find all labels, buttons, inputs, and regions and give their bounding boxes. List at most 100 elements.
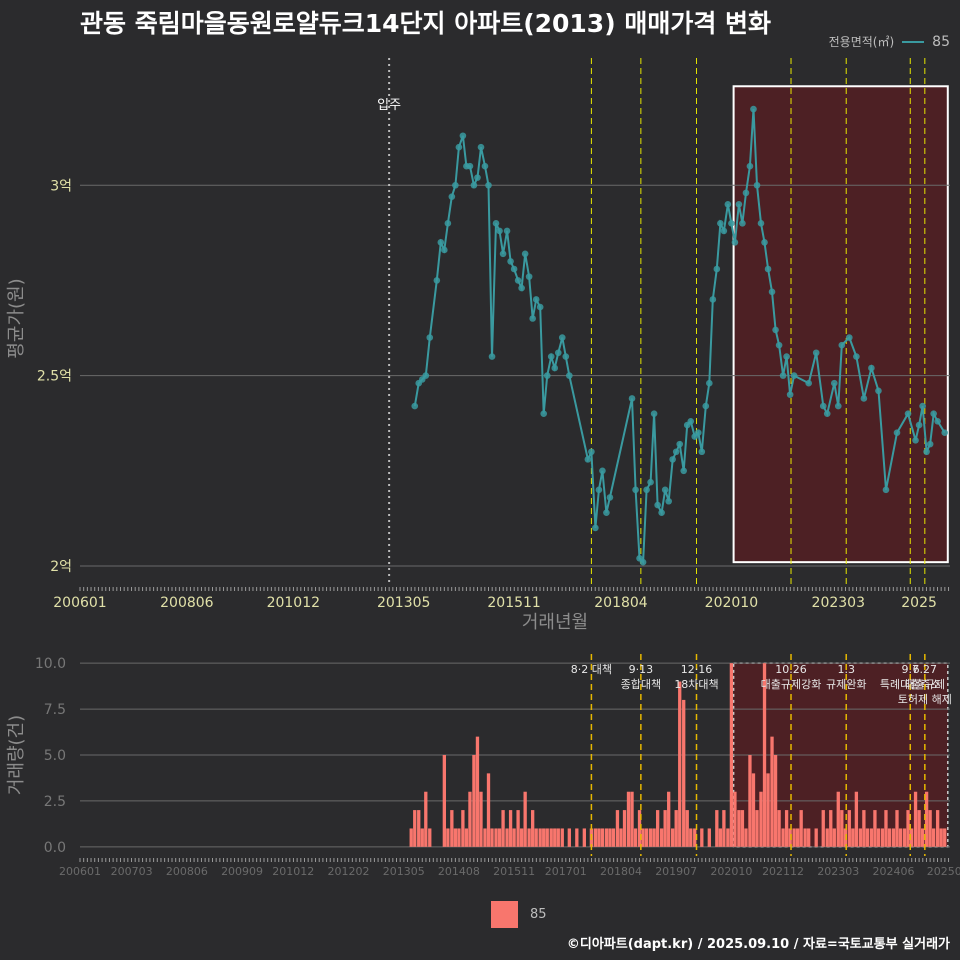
price-point: [893, 429, 901, 437]
x-tick-label: 201305: [377, 595, 430, 611]
price-point: [426, 334, 434, 341]
volume-bar: [689, 828, 693, 847]
x-tick-label: 201511: [493, 865, 535, 878]
volume-bar: [932, 828, 936, 847]
volume-bar: [468, 791, 472, 847]
price-point: [441, 246, 448, 254]
volume-bar: [655, 810, 660, 847]
price-point: [728, 220, 735, 227]
price-point: [709, 296, 717, 303]
price-point: [444, 220, 452, 227]
price-point: [470, 181, 478, 189]
price-point: [742, 189, 750, 197]
price-point: [437, 239, 445, 246]
volume-bar: [472, 755, 476, 847]
price-point: [904, 410, 912, 417]
price-point: [757, 220, 765, 227]
price-point: [599, 467, 606, 475]
volume-bar: [943, 828, 947, 847]
x-tick-label: 200806: [160, 595, 214, 611]
price-point: [525, 273, 533, 280]
bar-legend-label: 85: [530, 907, 547, 922]
volume-bar: [873, 810, 877, 847]
volume-bar: [865, 828, 870, 847]
volume-bar: [700, 828, 704, 847]
price-point: [717, 220, 724, 227]
volume-bar: [674, 810, 678, 847]
price-point: [499, 250, 507, 258]
volume-bar: [895, 810, 899, 847]
price-point: [647, 478, 654, 486]
legend-label: 85: [932, 33, 950, 50]
volume-bar: [748, 755, 752, 847]
event-label: 9.7: [902, 663, 920, 676]
volume-bar: [534, 828, 538, 847]
x-tick-label: 201701: [545, 865, 587, 878]
volume-bar: [490, 828, 494, 847]
event-label: 6.27: [913, 663, 938, 676]
price-point: [934, 417, 941, 425]
price-point: [786, 391, 794, 398]
price-point: [433, 277, 441, 284]
volume-bar: [633, 828, 638, 847]
volume-bar: [887, 828, 892, 847]
volume-bar: [409, 828, 413, 847]
volume-bar: [497, 828, 502, 847]
volume-bar: [512, 828, 516, 847]
price-point: [860, 395, 868, 402]
price-point: [783, 353, 790, 360]
y-tick-label: 2.5억: [37, 369, 72, 385]
volume-bar: [891, 828, 896, 847]
price-point: [488, 353, 496, 360]
highlight-region: [732, 85, 949, 564]
volume-bar: [622, 810, 627, 847]
volume-bar: [464, 828, 469, 847]
volume-bar: [718, 828, 723, 847]
volume-bar: [508, 810, 513, 847]
volume-bar: [600, 828, 605, 847]
volume-bar: [446, 828, 450, 847]
price-point: [606, 494, 614, 501]
price-point: [680, 467, 688, 475]
price-point: [628, 395, 636, 402]
volume-bar: [917, 810, 921, 847]
price-point: [529, 315, 536, 322]
event-label: 8·2 대책: [571, 663, 612, 676]
volume-bar: [417, 810, 421, 847]
price-point: [676, 440, 684, 448]
volume-bar: [527, 828, 531, 847]
volume-bar: [461, 810, 465, 847]
volume-bar: [762, 663, 767, 847]
y-tick-label: 10.0: [35, 656, 66, 672]
price-point: [422, 372, 430, 379]
price-point: [915, 421, 923, 429]
price-point: [669, 456, 676, 463]
volume-bar: [784, 810, 789, 847]
volume-bar: [807, 828, 811, 847]
volume-bar: [913, 791, 918, 847]
price-chart: 2억 2.5억 3억 200601 200806 201012 201305 201511 20…: [6, 58, 950, 633]
price-point: [532, 296, 540, 303]
volume-bar: [582, 828, 586, 847]
volume-bar: [935, 810, 940, 847]
volume-bar: [619, 828, 623, 847]
volume-bar: [611, 828, 616, 847]
x-tick-label: 200601: [53, 595, 106, 611]
volume-bar: [869, 828, 874, 847]
volume-chart: 0.0 2.5 5.0 7.5 10.0 200601 200703 200806 200909…: [6, 654, 960, 878]
price-point: [492, 220, 500, 227]
price-point: [698, 448, 706, 456]
price-point: [941, 429, 949, 437]
price-point: [588, 448, 595, 456]
volume-bar: [593, 828, 598, 847]
volume-bar: [737, 810, 741, 847]
price-point: [514, 277, 522, 284]
price-point: [632, 486, 639, 494]
volume-bar: [854, 791, 859, 847]
volume-bar: [825, 828, 829, 847]
price-point: [720, 227, 728, 235]
price-point: [750, 105, 757, 113]
y-tick-label: 0.0: [44, 840, 66, 856]
volume-bar: [556, 828, 560, 847]
x-tick-label: 201012: [267, 595, 320, 611]
